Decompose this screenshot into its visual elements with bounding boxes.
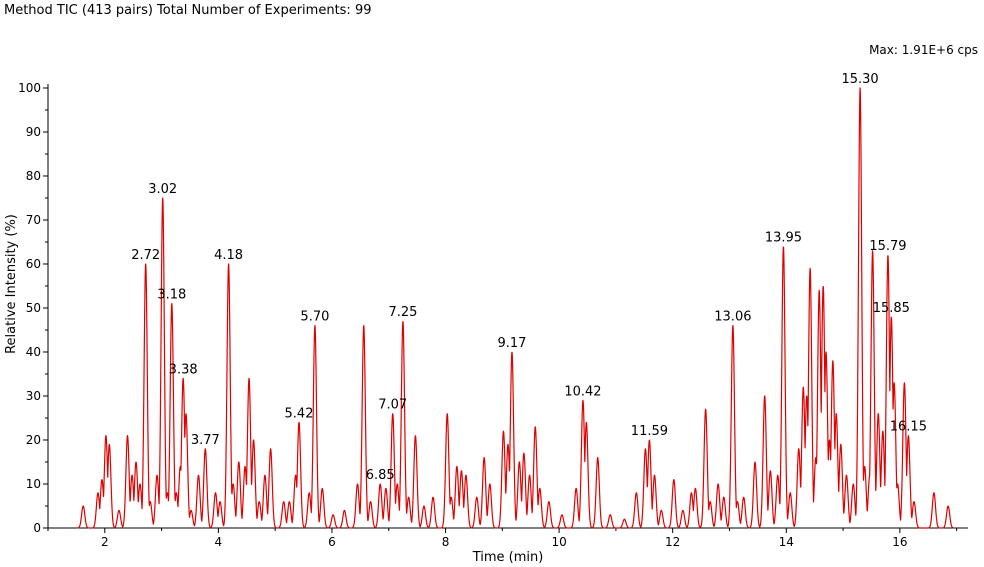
peak-label: 5.42 <box>285 406 314 421</box>
peak-label: 3.38 <box>169 362 198 377</box>
y-tick-label: 80 <box>26 169 41 183</box>
peak-label: 15.30 <box>841 72 878 87</box>
peak-label: 15.85 <box>873 301 910 316</box>
y-tick-label: 60 <box>26 257 41 271</box>
x-tick-label: 6 <box>328 535 336 549</box>
y-tick-label: 20 <box>26 433 41 447</box>
x-axis-label: Time (min) <box>472 550 544 565</box>
peak-label: 16.15 <box>890 420 927 435</box>
peak-label: 5.70 <box>300 310 329 325</box>
y-tick-label: 70 <box>26 213 41 227</box>
peak-label: 4.18 <box>214 248 243 263</box>
x-tick-label: 16 <box>892 535 907 549</box>
peak-label: 6.85 <box>366 468 395 483</box>
peak-label-group: 2.72 3.02 3.18 3.38 3.77 4.18 5.42 5.70 6.85 7.07… <box>131 72 927 483</box>
peak-label: 2.72 <box>131 248 160 263</box>
peak-label: 7.07 <box>378 398 407 413</box>
trace-group <box>76 87 955 529</box>
y-tick-label: 100 <box>18 81 41 95</box>
y-axis-label: Relative Intensity (%) <box>4 214 19 354</box>
peak-label: 15.79 <box>869 239 906 254</box>
y-tick-label: 30 <box>26 389 41 403</box>
x-tick-label: 2 <box>101 535 109 549</box>
y-tick-label: 0 <box>33 521 41 535</box>
chart-title: Method TIC (413 pairs) Total Number of E… <box>4 3 372 18</box>
peak-label: 9.17 <box>497 336 526 351</box>
y-tick-label: 10 <box>26 477 41 491</box>
peak-label: 13.06 <box>714 310 751 325</box>
peak-label: 11.59 <box>631 424 668 439</box>
x-tick-label: 8 <box>442 535 450 549</box>
peak-label: 13.95 <box>765 230 802 245</box>
max-intensity-label: Max: 1.91E+6 cps <box>869 43 978 57</box>
peak-label: 3.02 <box>148 182 177 197</box>
peak-label: 10.42 <box>564 384 601 399</box>
y-tick-label: 90 <box>26 125 41 139</box>
y-tick-label: 40 <box>26 345 41 359</box>
x-tick-label: 4 <box>215 535 223 549</box>
x-tick-label: 14 <box>779 535 794 549</box>
x-tick-label: 10 <box>551 535 566 549</box>
peak-label: 7.25 <box>388 305 417 320</box>
peak-label: 3.18 <box>157 288 186 303</box>
y-tick-label: 50 <box>26 301 41 315</box>
peak-label: 3.77 <box>191 433 220 448</box>
tic-trace-line <box>76 87 955 529</box>
axes: 0 10 20 30 40 50 60 70 80 90 100 2 4 6 8 10 12 14 16 <box>18 81 968 549</box>
x-tick-label: 12 <box>665 535 680 549</box>
